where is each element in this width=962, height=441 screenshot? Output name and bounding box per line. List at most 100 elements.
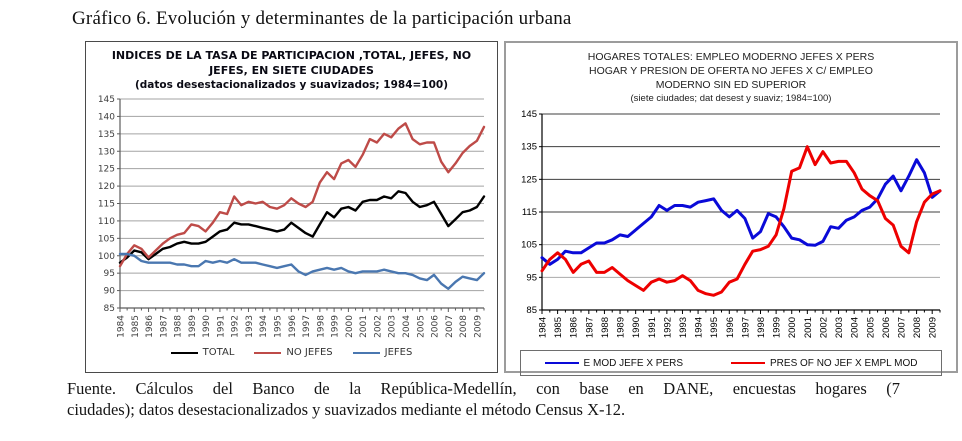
svg-text:135: 135 (521, 142, 537, 153)
chart-title-line: MODERNO SIN ED SUPERIOR (655, 79, 807, 91)
svg-text:1986: 1986 (569, 317, 580, 338)
chart-title-left: INDICES DE LA TASA DE PARTICIPACION ,TOT… (86, 48, 497, 93)
svg-text:1995: 1995 (709, 317, 720, 338)
svg-text:2003: 2003 (387, 315, 397, 338)
chart-subtitle: (siete ciudades; dat desest y suaviz; 19… (630, 93, 832, 104)
svg-text:1986: 1986 (145, 315, 155, 338)
svg-text:1999: 1999 (330, 315, 340, 338)
legend-item-e-mod-jefe-x-pers: E MOD JEFE X PERS (544, 357, 684, 369)
svg-text:130: 130 (97, 147, 114, 157)
chart-title-right: HOGARES TOTALES: EMPLEO MODERNO JEFES X … (506, 50, 956, 106)
legend-swatch (254, 351, 282, 354)
svg-text:105: 105 (97, 234, 114, 244)
chart-title-line: INDICES DE LA TASA DE PARTICIPACION ,TOT… (111, 49, 472, 62)
series-line-no-jefes (118, 122, 485, 268)
svg-text:115: 115 (522, 207, 537, 218)
svg-text:140: 140 (97, 112, 114, 122)
employment-pressure-line-chart: 85 95 105 115 125 135 145 1984 1985 1986 1987 1988 1… (521, 109, 942, 338)
svg-text:2009: 2009 (473, 315, 483, 338)
svg-text:2001: 2001 (359, 315, 369, 338)
svg-text:145: 145 (97, 95, 114, 105)
svg-text:1985: 1985 (130, 315, 140, 338)
svg-text:1993: 1993 (678, 317, 689, 338)
svg-text:2005: 2005 (416, 315, 426, 338)
svg-text:145: 145 (521, 109, 537, 120)
svg-text:2003: 2003 (834, 317, 845, 338)
chart-title-line: HOGARES TOTALES: EMPLEO MODERNO JEFES X … (587, 51, 875, 63)
svg-text:1998: 1998 (756, 317, 767, 338)
svg-text:1984: 1984 (538, 317, 549, 338)
legend-item-pres-of-no-jef-x-empl-mod: PRES OF NO JEF X EMPL MOD (731, 358, 917, 369)
source-line-2: ciudades); datos desestacionalizados y s… (67, 400, 626, 419)
chart-subtitle: (datos desestacionalizados y suavizados;… (134, 79, 449, 91)
legend-label: E MOD JEFE X PERS (583, 357, 684, 369)
svg-text:90: 90 (103, 287, 115, 297)
legend-item-no-jefes: NO JEFES (254, 347, 333, 358)
chart-panel-employment: HOGARES TOTALES: EMPLEO MODERNO JEFES X … (504, 41, 958, 376)
svg-text:1997: 1997 (740, 317, 751, 338)
svg-text:105: 105 (521, 240, 537, 251)
svg-text:1997: 1997 (302, 315, 312, 338)
source-line-1: Fuente. Cálculos del Banco de la Repúbli… (67, 379, 900, 398)
svg-text:1996: 1996 (287, 315, 297, 338)
svg-text:1999: 1999 (772, 317, 783, 338)
legend-item-jefes: JEFES (352, 347, 413, 358)
svg-text:85: 85 (526, 305, 537, 316)
svg-text:1988: 1988 (600, 317, 611, 338)
svg-text:135: 135 (97, 130, 114, 140)
svg-text:1995: 1995 (273, 315, 283, 338)
legend-swatch (170, 351, 198, 354)
chart-title-line: JEFES, EN SIETE CIUDADES (209, 64, 374, 77)
legend-label: JEFES (384, 347, 413, 358)
series-line-pres-of-no-jef-x-empl-mod (540, 145, 942, 297)
svg-text:95: 95 (526, 272, 537, 283)
svg-text:2008: 2008 (459, 315, 469, 338)
svg-text:2004: 2004 (401, 315, 411, 338)
svg-text:1984: 1984 (116, 315, 126, 338)
svg-text:1991: 1991 (216, 315, 226, 338)
svg-text:1987: 1987 (159, 315, 169, 338)
legend-swatch (731, 362, 766, 364)
svg-text:2009: 2009 (928, 317, 939, 338)
svg-text:115: 115 (97, 200, 114, 210)
legend-label: PRES OF NO JEF X EMPL MOD (770, 357, 918, 369)
svg-text:110: 110 (97, 217, 114, 227)
svg-text:1987: 1987 (584, 317, 595, 338)
svg-text:2004: 2004 (850, 317, 861, 338)
source-note: Fuente. Cálculos del Banco de la Repúbli… (67, 378, 900, 420)
svg-text:2006: 2006 (881, 317, 892, 338)
series-line-jefes (118, 252, 485, 291)
svg-text:100: 100 (97, 252, 114, 262)
svg-text:1994: 1994 (694, 317, 705, 338)
svg-text:125: 125 (97, 165, 114, 175)
legend-swatch (352, 351, 380, 354)
svg-text:1996: 1996 (725, 317, 736, 338)
svg-text:2002: 2002 (818, 317, 829, 338)
svg-text:2006: 2006 (430, 315, 440, 338)
legend-swatch (544, 362, 579, 364)
svg-text:125: 125 (521, 174, 537, 185)
legend-item-total: TOTAL (170, 347, 235, 358)
svg-text:85: 85 (103, 304, 114, 314)
legend-label: TOTAL (202, 347, 235, 358)
chart-title-line: HOGAR Y PRESION DE OFERTA NO JEFES X C/ … (589, 65, 873, 77)
svg-text:2007: 2007 (896, 317, 907, 338)
svg-text:1989: 1989 (187, 315, 197, 338)
svg-text:2000: 2000 (787, 317, 798, 338)
svg-text:1998: 1998 (316, 315, 326, 338)
legend-left: TOTAL NO JEFES JEFES (86, 347, 497, 358)
svg-text:2000: 2000 (344, 315, 354, 338)
svg-text:1988: 1988 (173, 315, 183, 338)
chart-panel-participation: INDICES DE LA TASA DE PARTICIPACION ,TOT… (85, 41, 498, 373)
svg-text:2002: 2002 (373, 315, 383, 338)
series-line-total (118, 190, 485, 264)
charts-row: INDICES DE LA TASA DE PARTICIPACION ,TOT… (85, 41, 958, 376)
svg-text:1989: 1989 (616, 317, 627, 338)
svg-text:1990: 1990 (202, 315, 212, 338)
svg-text:2008: 2008 (912, 317, 923, 338)
svg-text:2007: 2007 (444, 315, 454, 338)
svg-text:1990: 1990 (631, 317, 642, 338)
svg-text:1991: 1991 (647, 317, 658, 338)
legend-label: NO JEFES (286, 347, 333, 358)
legend-right: E MOD JEFE X PERS PRES OF NO JEF X EMPL M… (520, 350, 942, 376)
